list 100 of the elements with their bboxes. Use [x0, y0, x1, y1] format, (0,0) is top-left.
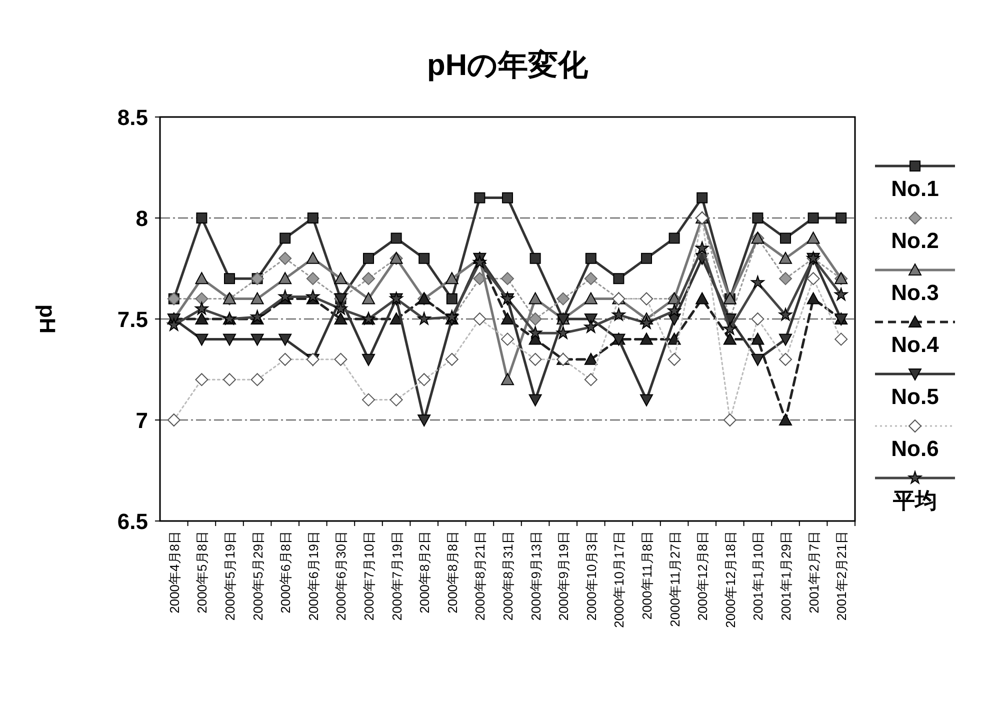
point: [223, 334, 236, 346]
point: [362, 292, 375, 304]
x-tick-label: 2000年12月18日: [722, 531, 738, 628]
point: [612, 308, 626, 321]
point: [417, 312, 431, 325]
x-tick-label: 2000年12月8日: [695, 531, 710, 621]
x-tick-label: 2000年8月8日: [444, 531, 460, 614]
point: [778, 308, 792, 321]
legend-label: No.5: [891, 384, 939, 409]
point: [362, 272, 375, 286]
point: [195, 302, 208, 315]
point: [530, 252, 541, 264]
point: [836, 212, 847, 224]
point: [696, 292, 709, 304]
point: [723, 322, 737, 335]
point: [751, 276, 764, 288]
x-tick-label: 2000年7月19日: [389, 531, 404, 621]
point: [528, 326, 542, 339]
point: [752, 212, 764, 224]
point: [528, 292, 542, 304]
point: [834, 288, 848, 301]
point: [668, 304, 681, 317]
x-tick-label: 2000年9月13日: [528, 531, 544, 621]
x-tick-label: 2000年6月30日: [334, 531, 349, 621]
point: [334, 302, 348, 315]
point: [695, 241, 709, 254]
y-tick-label: 7.5: [117, 307, 148, 332]
x-tick-label: 2001年2月21日: [834, 531, 850, 621]
point: [250, 292, 264, 304]
y-tick-label: 8.5: [117, 105, 148, 130]
x-tick-label: 2000年7月10日: [362, 531, 376, 621]
x-tick-label: 2000年5月19日: [222, 531, 238, 621]
point: [418, 414, 431, 426]
point: [473, 255, 486, 268]
point: [806, 232, 820, 244]
point: [779, 414, 792, 426]
point: [307, 212, 318, 224]
x-tick-label: 2000年10月17日: [612, 531, 627, 628]
point: [613, 273, 624, 284]
y-tick-label: 6.5: [117, 509, 148, 534]
point: [779, 252, 792, 264]
point: [195, 312, 208, 324]
x-tick-label: 2000年6月19日: [306, 531, 321, 621]
point: [584, 272, 598, 286]
point: [640, 332, 653, 345]
point: [502, 192, 513, 204]
point: [641, 252, 652, 264]
point: [390, 312, 403, 324]
point: [334, 272, 348, 284]
point: [696, 192, 708, 204]
point: [751, 354, 764, 366]
legend-label: No.1: [891, 176, 939, 201]
point: [528, 394, 542, 406]
x-tick-label: 2000年8月21日: [472, 531, 488, 621]
x-tick-label: 2001年1月10日: [750, 531, 766, 621]
point: [306, 272, 320, 286]
x-tick-label: 2000年4月8日: [166, 531, 182, 614]
point: [250, 334, 264, 346]
point: [167, 318, 181, 331]
point: [585, 252, 596, 264]
point: [584, 292, 598, 304]
x-tick-label: 2000年9月19日: [556, 531, 572, 621]
legend-label: No.6: [891, 436, 939, 461]
point: [334, 312, 348, 324]
point: [751, 332, 764, 345]
y-tick-label: 7: [136, 408, 148, 433]
point: [390, 232, 402, 244]
point: [780, 232, 791, 244]
x-tick-label: 2000年5月29日: [250, 531, 266, 621]
point: [280, 232, 291, 244]
point: [779, 334, 792, 346]
point: [668, 332, 681, 345]
x-tick-label: 2000年10月3日: [584, 531, 599, 621]
x-tick-label: 2000年6月8日: [278, 531, 294, 614]
legend-label: 平均: [892, 488, 937, 513]
x-tick-label: 2001年2月7日: [806, 531, 822, 614]
point: [418, 252, 430, 264]
point: [584, 320, 598, 333]
x-tick-label: 2000年11月27日: [667, 531, 682, 627]
point: [806, 292, 820, 304]
legend-label: No.4: [891, 332, 940, 357]
point: [224, 273, 235, 284]
point: [278, 272, 292, 284]
point: [808, 212, 819, 224]
y-axis-title: pH: [35, 304, 60, 334]
point: [195, 334, 208, 346]
point: [640, 316, 654, 329]
point: [723, 332, 736, 345]
point: [528, 312, 542, 326]
point: [584, 352, 598, 365]
point: [556, 292, 570, 306]
point: [362, 354, 375, 366]
y-tick-label: 8: [136, 206, 148, 231]
point: [195, 292, 208, 306]
chart-title: pHの年変化: [427, 48, 589, 82]
point: [363, 252, 374, 264]
legend-label: No.2: [891, 228, 939, 253]
point: [474, 192, 486, 204]
point: [640, 394, 653, 406]
legend-label: No.3: [891, 280, 939, 305]
